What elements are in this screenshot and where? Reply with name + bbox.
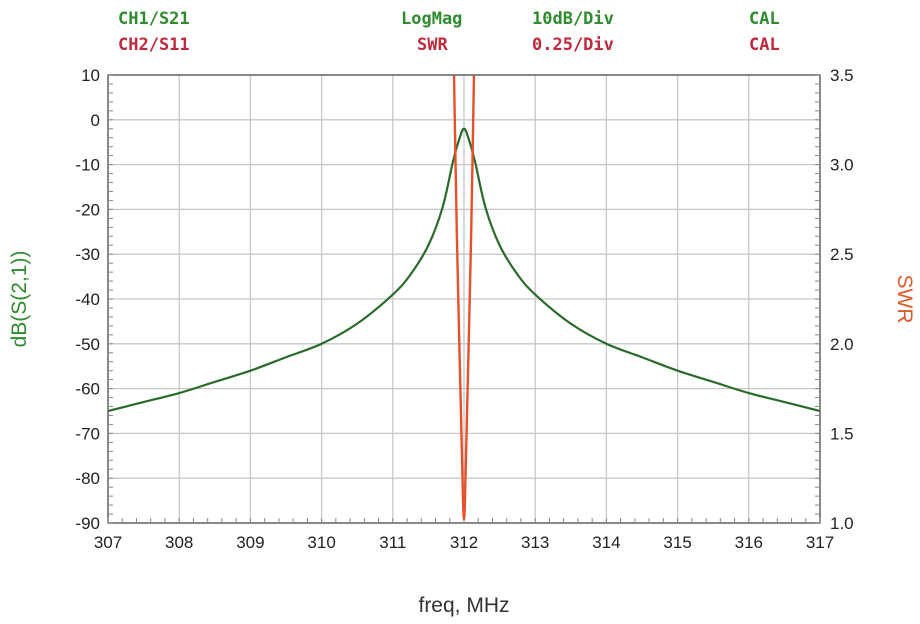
y-tick-labels: 10 0 -10 -20 -30 -40 -50 -60 -70 -80 -90	[75, 66, 100, 533]
ch1-format: LogMag	[401, 9, 462, 29]
x-tick-labels: 307 308 309 310 311 312 313 314 315 316 317	[94, 533, 834, 552]
y2-tick-label: 2.5	[830, 245, 854, 264]
ch1-scale: 10dB/Div	[532, 9, 614, 29]
x-tick-label: 316	[735, 533, 763, 552]
x-tick-label: 312	[450, 533, 478, 552]
y-tick-label: -50	[75, 335, 100, 354]
y-tick-label: 10	[81, 66, 100, 85]
x-tick-label: 308	[165, 533, 193, 552]
header: CH1/S21 LogMag 10dB/Div CAL CH2/S11 SWR …	[118, 9, 780, 55]
x-tick-label: 313	[521, 533, 549, 552]
y2-tick-label: 1.5	[830, 424, 854, 443]
ch2-status: CAL	[749, 35, 780, 55]
y2-tick-label: 1.0	[830, 514, 854, 533]
y-tick-label: -20	[75, 200, 100, 219]
x-tick-label: 310	[307, 533, 335, 552]
ch2-format: SWR	[417, 35, 448, 55]
x-tick-label: 315	[663, 533, 691, 552]
y-tick-label: -60	[75, 380, 100, 399]
x-axis-label: freq, MHz	[418, 594, 509, 617]
x-tick-label: 307	[94, 533, 122, 552]
y2-tick-labels: 3.5 3.0 2.5 2.0 1.5 1.0	[830, 66, 854, 533]
y-tick-label: -30	[75, 245, 100, 264]
y-tick-label: -80	[75, 469, 100, 488]
ch1-status: CAL	[749, 9, 780, 29]
x-tick-label: 311	[379, 533, 406, 552]
y-tick-label: -90	[75, 514, 100, 533]
y2-tick-label: 3.5	[830, 66, 854, 85]
y-tick-label: 0	[91, 111, 100, 130]
grid	[107, 74, 821, 524]
x-tick-label: 314	[592, 533, 620, 552]
y2-tick-label: 2.0	[830, 335, 854, 354]
y-tick-label: -10	[75, 156, 100, 175]
x-tick-label: 317	[806, 533, 834, 552]
minor-ticks	[107, 74, 821, 524]
x-tick-label: 309	[236, 533, 264, 552]
y-tick-label: -70	[75, 424, 100, 443]
ch2-scale: 0.25/Div	[532, 35, 614, 55]
y2-axis-label: SWR	[893, 275, 916, 324]
y-tick-label: -40	[75, 290, 100, 309]
y-axis-label: dB(S(2,1))	[8, 251, 31, 348]
y2-tick-label: 3.0	[830, 156, 854, 175]
ch1-channel: CH1/S21	[118, 9, 190, 29]
ch2-channel: CH2/S11	[118, 35, 190, 55]
s21-trace	[108, 127, 820, 413]
